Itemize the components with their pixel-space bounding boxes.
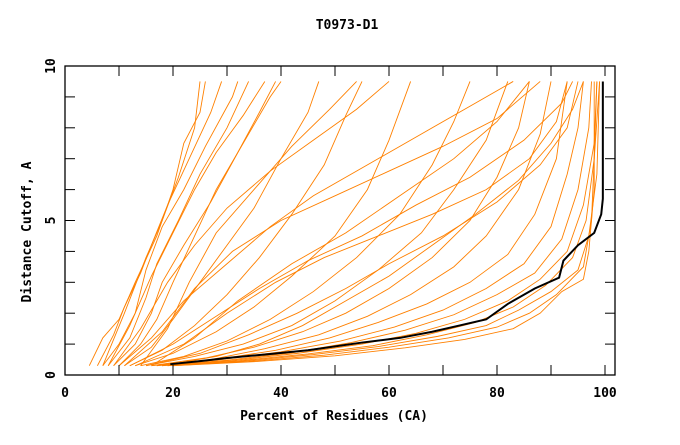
y-tick-label: 10 xyxy=(44,58,59,74)
model-line-30 xyxy=(102,81,201,366)
model-line-29 xyxy=(107,81,266,366)
model-line-31 xyxy=(140,81,357,366)
highlight-model-line xyxy=(170,81,604,366)
x-tick-label: 100 xyxy=(593,386,617,401)
x-tick-label: 40 xyxy=(273,386,289,401)
model-line-22 xyxy=(162,81,584,367)
x-tick-label: 80 xyxy=(489,386,505,401)
model-line-11 xyxy=(145,81,509,367)
model-line-32 xyxy=(151,81,530,367)
model-line-6 xyxy=(118,81,282,367)
model-line-25 xyxy=(118,81,514,367)
model-line-7 xyxy=(124,81,320,367)
model-line-8 xyxy=(129,81,363,367)
model-line-23 xyxy=(145,81,579,367)
model-line-14 xyxy=(156,81,568,367)
y-tick-label: 0 xyxy=(44,371,59,379)
model-line-27 xyxy=(124,81,541,367)
x-tick-label: 0 xyxy=(61,386,69,401)
model-line-21 xyxy=(172,81,595,367)
model-line-26 xyxy=(113,81,390,366)
model-line-13 xyxy=(151,81,552,367)
x-tick-label: 60 xyxy=(381,386,397,401)
model-line-5 xyxy=(113,81,276,367)
model-line-24 xyxy=(129,81,574,367)
chart-title: T0973-D1 xyxy=(316,18,379,33)
x-axis-label: Percent of Residues (CA) xyxy=(240,409,428,424)
model-line-17 xyxy=(162,81,598,367)
model-line-1 xyxy=(88,81,206,366)
y-tick-label: 5 xyxy=(44,217,59,225)
model-line-10 xyxy=(140,81,471,367)
model-line-12 xyxy=(151,81,530,367)
x-tick-label: 20 xyxy=(165,386,181,401)
model-line-16 xyxy=(162,81,592,367)
series-lines xyxy=(88,81,604,367)
axis-ticks: 0 20 40 60 80 100 0 5 10 xyxy=(44,58,617,401)
plot-frame xyxy=(64,65,616,376)
model-line-4 xyxy=(107,81,250,367)
model-line-28 xyxy=(135,81,568,367)
model-line-3 xyxy=(102,81,239,366)
y-axis-label: Distance Cutoff, A xyxy=(20,161,35,302)
